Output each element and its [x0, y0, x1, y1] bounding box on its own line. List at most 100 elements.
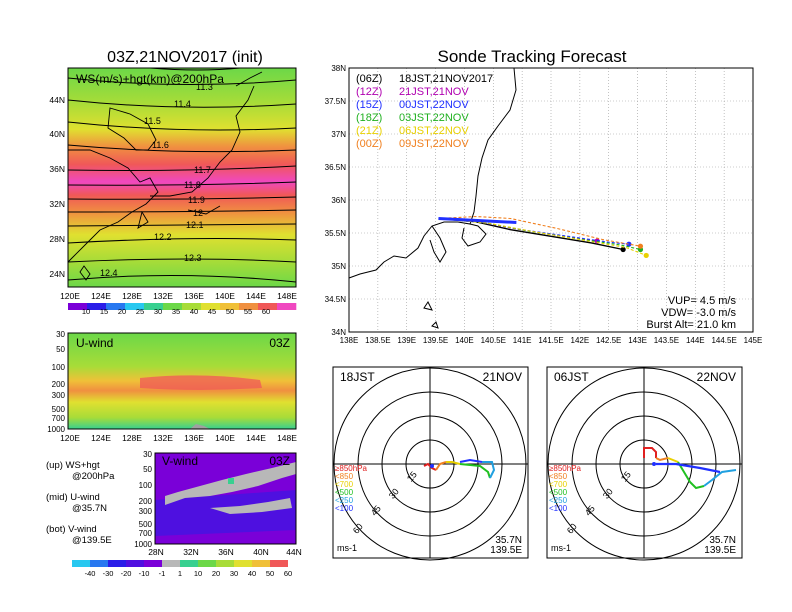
x-tick-label: 141.5E	[538, 336, 563, 345]
ring-label: 30	[387, 487, 401, 501]
track-line	[438, 217, 647, 256]
colorbar-cell	[163, 303, 183, 310]
level-label: <250	[335, 496, 354, 505]
legend-code: (12Z)	[356, 86, 382, 98]
x-tick-label: 144E	[246, 291, 266, 301]
x-tick-label: 140E	[215, 433, 235, 443]
hodograph-unit: ms-1	[551, 543, 571, 553]
x-tick-label: 132E	[153, 291, 173, 301]
colorbar-label: 45	[208, 307, 216, 316]
colorbar-label: 20	[118, 307, 126, 316]
contour-label: 11.9	[188, 195, 205, 205]
ws-map-panel: 11.3 11.4 11.5 11.6 11.7 11.8 11.9 12 12…	[49, 67, 297, 316]
uwind-y-ticks: 30 50 100 200 300 500 700 1000	[47, 330, 65, 434]
colorbar-cell	[68, 303, 88, 310]
colorbar-label: -1	[159, 569, 166, 578]
ring-label: 60	[351, 522, 365, 536]
hodograph-trace	[459, 458, 483, 463]
y-tick-label: 500	[52, 405, 66, 414]
ws-map-field	[68, 68, 296, 287]
hodograph-trace	[435, 461, 447, 471]
y-tick-label: 36.5N	[325, 163, 347, 172]
uwind-time: 03Z	[269, 336, 290, 350]
colorbar-label: 30	[154, 307, 162, 316]
y-tick-label: 38N	[331, 64, 346, 73]
colorbar-label: 10	[82, 307, 90, 316]
vwind-grey-blob	[210, 498, 292, 514]
y-tick-label: 50	[56, 345, 65, 354]
legend-time: 18JST,21NOV2017	[399, 73, 493, 85]
x-tick-label: 141E	[513, 336, 532, 345]
hodograph-lat: 35.7N	[495, 535, 522, 546]
ring-label: 60	[565, 522, 579, 536]
y-tick-label: 300	[52, 391, 66, 400]
y-tick-label: 1000	[47, 425, 65, 434]
y-tick-label: 200	[139, 497, 153, 506]
launch-segment	[438, 216, 517, 224]
y-tick-label: 100	[52, 363, 66, 372]
y-tick-label: 30	[56, 330, 65, 339]
colorbar-cell	[258, 303, 278, 310]
vwind-y-ticks: 30 50 100 200 300 500 700 1000	[134, 450, 152, 549]
x-tick-label: 138.5E	[365, 336, 390, 345]
hodograph-trace	[703, 469, 737, 487]
uwind-label: U-wind	[76, 336, 113, 350]
colorbar-label: 10	[194, 569, 202, 578]
y-tick-label: 700	[52, 414, 66, 423]
x-tick-label: 143E	[628, 336, 647, 345]
level-label: <700	[549, 480, 568, 489]
panel-notes: (up) WS+hgt @200hPa (mid) U-wind @35.7N …	[46, 460, 115, 546]
x-tick-label: 44N	[286, 547, 302, 557]
level-label: <100	[335, 504, 354, 513]
tracking-y-ticks: 38N 37.5N 37N 36.5N 36N 35.5N 35N 34.5N 34N	[325, 64, 347, 337]
hodograph-panel-2: 15 30 45 60 06JST 22NOV ≥850hPa <850 <70…	[546, 366, 743, 561]
contour-label: 11.5	[144, 116, 161, 126]
hodograph-levels: ≥850hPa <850 <700 <500 <250 <100	[549, 464, 582, 513]
uwind-frame	[67, 332, 297, 430]
legend-time: 21JST,21NOV	[399, 86, 469, 98]
x-tick-label: 128E	[122, 433, 142, 443]
colorbar-label: 35	[172, 307, 180, 316]
colorbar-label: 50	[226, 307, 234, 316]
note-line: @35.7N	[72, 503, 107, 514]
track-series	[438, 215, 649, 259]
y-tick-label: 300	[139, 507, 153, 516]
hodograph-trace	[656, 462, 721, 474]
hodograph-trace	[446, 461, 461, 465]
colorbar-label: 30	[230, 569, 238, 578]
vwind-x-ticks: 28N 32N 36N 40N 44N	[148, 547, 302, 557]
param-line: VUP= 4.5 m/s	[668, 295, 737, 307]
y-tick-label: 35.5N	[325, 229, 347, 238]
ring-label: 45	[583, 504, 597, 518]
legend-code: (00Z)	[356, 138, 382, 150]
y-tick-label: 100	[139, 481, 153, 490]
legend-time: 00JST,22NOV	[399, 99, 469, 111]
x-tick-label: 120E	[60, 433, 80, 443]
contour-label: 12.3	[184, 253, 202, 263]
y-tick-label: 35N	[331, 262, 346, 271]
hodograph-marker	[652, 462, 656, 466]
x-tick-label: 148E	[277, 433, 297, 443]
x-tick-label: 143.5E	[654, 336, 679, 345]
contour-label: 12.4	[100, 268, 118, 278]
legend-code: (06Z)	[356, 73, 382, 85]
y-tick-label: 28N	[49, 234, 65, 244]
vwind-green-patch	[228, 478, 234, 484]
contour-label: 11.7	[194, 165, 211, 175]
colorbar-cell	[182, 303, 202, 310]
x-tick-label: 144.5E	[711, 336, 736, 345]
colorbar-label: 60	[262, 307, 270, 316]
x-tick-label: 136E	[184, 433, 204, 443]
ws-map-y-ticks: 44N 40N 36N 32N 28N 24N	[49, 95, 65, 279]
x-tick-label: 32N	[183, 547, 199, 557]
left-title: 03Z,21NOV2017 (init)	[107, 49, 263, 66]
track-line	[438, 215, 641, 247]
vwind-label: V-wind	[162, 454, 198, 468]
hodograph-trace	[677, 461, 705, 490]
ring-label: 15	[619, 470, 633, 484]
y-tick-label: 1000	[134, 540, 152, 549]
level-label: <850	[335, 472, 354, 481]
colorbar-label: -40	[85, 569, 96, 578]
colorbar-label: 20	[212, 569, 220, 578]
uwind-x-ticks: 120E 124E 128E 132E 136E 140E 144E 148E	[60, 433, 297, 443]
